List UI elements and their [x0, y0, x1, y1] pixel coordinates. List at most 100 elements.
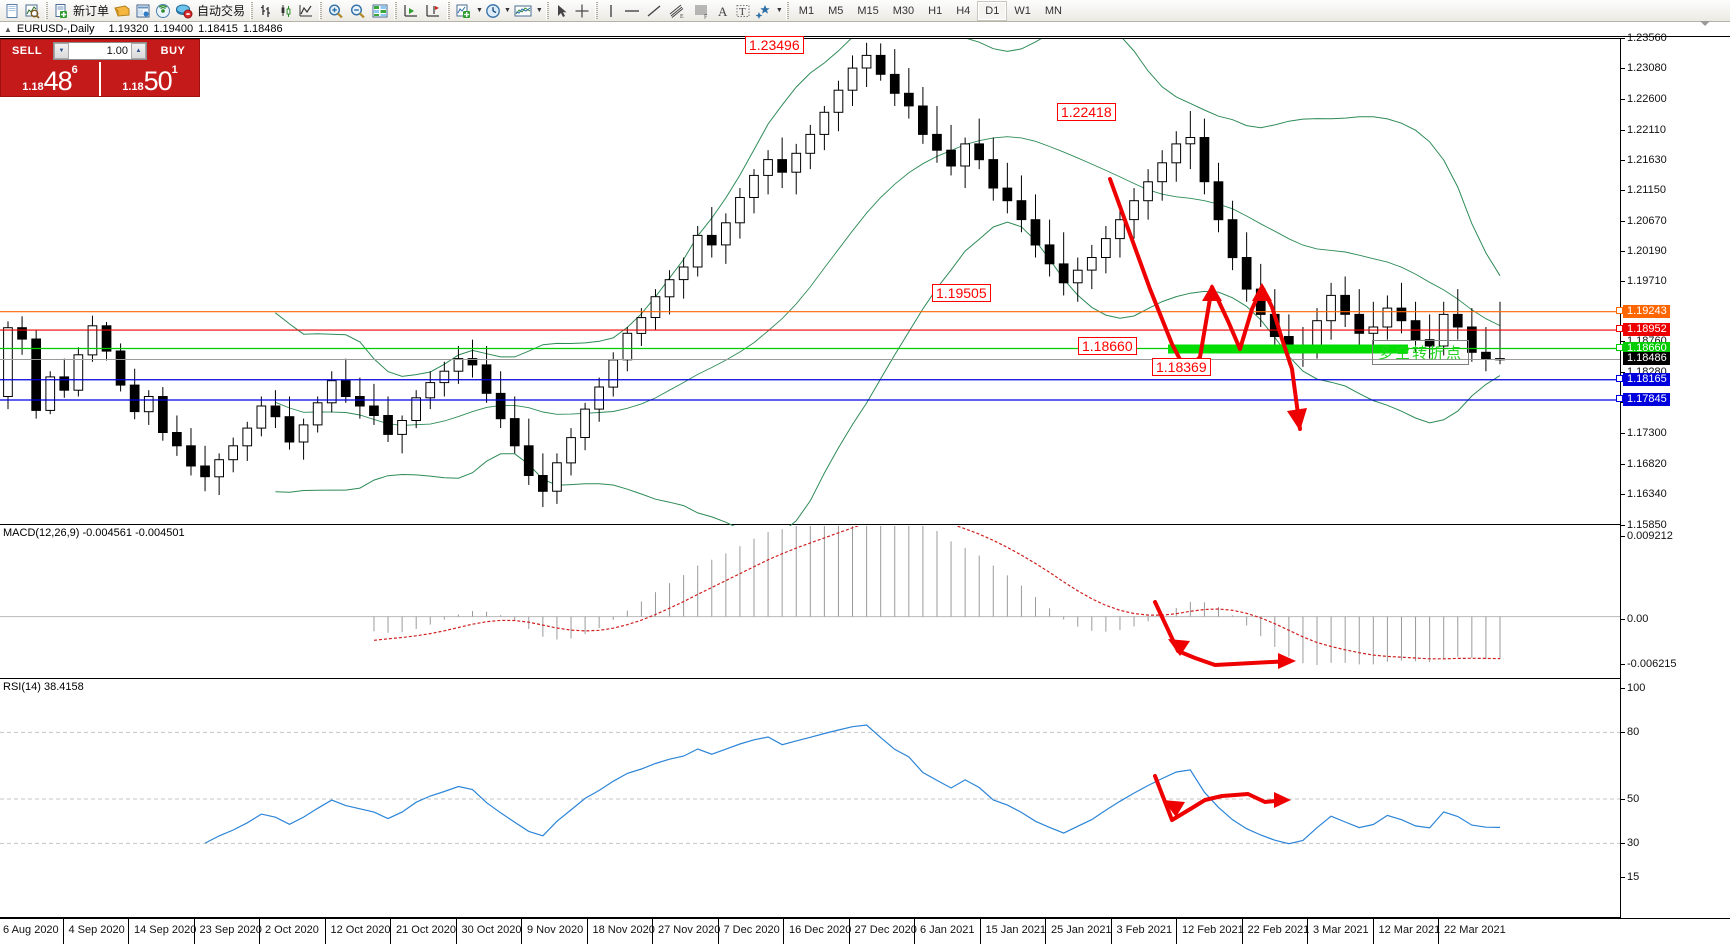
timeframe-h4[interactable]: H4: [956, 4, 971, 17]
timeframe-mn[interactable]: MN: [1044, 4, 1062, 17]
time-tick: 9 Nov 2020: [527, 924, 584, 936]
candle-body: [1101, 238, 1111, 259]
svg-text:T: T: [739, 6, 746, 18]
auto-trading-label[interactable]: 自动交易: [197, 4, 246, 18]
rsi-tick: 80: [1620, 726, 1640, 739]
level-drag-handle[interactable]: [1616, 374, 1623, 382]
candle-body: [1340, 294, 1351, 315]
candle-body: [608, 359, 619, 388]
shapes-icon[interactable]: [753, 1, 775, 21]
time-tick: 30 Oct 2020: [461, 924, 522, 936]
chevron-down-icon[interactable]: ▼: [503, 7, 511, 14]
candle-body: [692, 234, 703, 268]
templates-icon[interactable]: [511, 1, 535, 21]
text-icon[interactable]: A: [713, 1, 733, 21]
timeframe-m30[interactable]: M30: [892, 4, 915, 17]
timeframe-m15[interactable]: M15: [857, 4, 879, 17]
buy-price[interactable]: 1.18 50 1: [99, 62, 199, 96]
chevron-down-icon[interactable]: ▼: [535, 7, 543, 14]
buy-button[interactable]: BUY: [160, 45, 186, 57]
level-drag-handle[interactable]: [1616, 306, 1623, 314]
text-label-icon[interactable]: T: [733, 1, 753, 21]
volume-decrement-button[interactable]: ▼: [54, 43, 69, 59]
candle-body: [1255, 288, 1266, 315]
level-drag-handle[interactable]: [1616, 343, 1623, 351]
timeframe-d1[interactable]: D1: [977, 0, 1008, 21]
arrow-head: [1252, 283, 1272, 301]
magnify-chart-icon[interactable]: [22, 1, 42, 21]
rsi-chart-canvas: [0, 724, 1620, 845]
macd-pane[interactable]: MACD(12,26,9) -0.004561 -0.004501: [0, 526, 1620, 679]
candle-body: [889, 73, 900, 94]
level-drag-handle[interactable]: [1616, 394, 1623, 402]
price-level-badge[interactable]: 1.17845: [1616, 392, 1670, 406]
rsi-pane[interactable]: RSI(14) 38.4158: [0, 680, 1620, 918]
bar-chart-icon[interactable]: [256, 1, 276, 21]
price-level-badge[interactable]: 1.18486: [1623, 352, 1670, 366]
scroll-caret-icon[interactable]: [1700, 21, 1710, 26]
cursor-icon[interactable]: [552, 1, 572, 21]
trendline-icon[interactable]: [643, 1, 665, 21]
candle-body: [1241, 257, 1252, 290]
data-window-icon[interactable]: [369, 1, 391, 21]
new-order-label[interactable]: 新订单: [73, 4, 110, 18]
zoom-out-icon[interactable]: [347, 1, 369, 21]
collapse-icon[interactable]: ▲: [4, 24, 12, 34]
candle-body: [3, 327, 13, 398]
wallet-icon[interactable]: [111, 1, 133, 21]
horizontal-line-icon[interactable]: [621, 1, 643, 21]
time-axis[interactable]: 6 Aug 2020 4 Sep 2020 14 Sep 2020 23 Sep 20…: [0, 918, 1730, 944]
equidistant-channel-icon[interactable]: E: [665, 1, 689, 21]
timeframe-h1[interactable]: H1: [928, 4, 943, 17]
candle-body: [932, 133, 942, 151]
time-tick: 2 Oct 2020: [265, 924, 319, 936]
level-drag-handle[interactable]: [1616, 325, 1623, 333]
candle-body: [31, 338, 41, 411]
auto-scroll-icon[interactable]: [422, 1, 444, 21]
fibonacci-icon[interactable]: F: [689, 1, 713, 21]
timeframe-w1[interactable]: W1: [1014, 4, 1031, 17]
signal-icon[interactable]: [153, 1, 173, 21]
timeframe-m1[interactable]: M1: [798, 4, 815, 17]
zoom-in-icon[interactable]: [325, 1, 347, 21]
volume-increment-button[interactable]: ▲: [131, 43, 146, 59]
timeframe-m5[interactable]: M5: [828, 4, 844, 17]
document-icon[interactable]: [2, 1, 22, 21]
price-axis[interactable]: 1.23560 1.23080 1.22600 1.22110 1.21630 1.211…: [1616, 32, 1730, 918]
terminal-icon[interactable]: [133, 1, 153, 21]
sell-price[interactable]: 1.18 48 6: [1, 62, 99, 96]
volume-input[interactable]: 1.00: [106, 45, 128, 57]
candlestick-chart-icon[interactable]: [276, 1, 296, 21]
new-order-icon[interactable]: [51, 1, 71, 21]
sell-button[interactable]: SELL: [11, 45, 43, 57]
macd-tick: 0.00: [1620, 613, 1649, 625]
support-zone-band[interactable]: [1168, 344, 1408, 354]
line-chart-icon[interactable]: [296, 1, 316, 21]
bollinger-lower: [275, 221, 1501, 526]
price-level-badge[interactable]: 1.18660: [1616, 341, 1670, 355]
price-level-badge[interactable]: 1.19243: [1616, 304, 1670, 318]
one-click-trading-panel[interactable]: SELL ▼ 1.00 ▲ BUY 1.18 48 6 1.18 50 1: [0, 39, 200, 97]
crosshair-icon[interactable]: [572, 1, 592, 21]
price-level-badge[interactable]: 1.18165: [1616, 372, 1670, 386]
candle-body: [861, 54, 872, 69]
price-pane[interactable]: [0, 38, 1620, 526]
time-tick: 6 Jan 2021: [920, 924, 975, 936]
vertical-line-icon[interactable]: [601, 1, 621, 21]
price-level-badge[interactable]: 1.18952: [1616, 323, 1670, 337]
time-tick-separator: [783, 919, 784, 944]
candle-body: [1016, 200, 1027, 221]
chevron-down-icon[interactable]: ▼: [476, 7, 483, 14]
candle-body: [1467, 326, 1477, 353]
candle-body: [805, 133, 816, 154]
volume-stepper[interactable]: ▼ 1.00 ▲: [53, 42, 147, 60]
candle-body: [960, 143, 970, 167]
shift-end-icon[interactable]: [400, 1, 422, 21]
candle-body: [946, 149, 956, 167]
price-tick: 1.16340: [1621, 488, 1667, 501]
chevron-down-icon[interactable]: ▼: [775, 7, 783, 14]
indicators-icon[interactable]: [453, 1, 475, 21]
period-icon[interactable]: [483, 1, 503, 21]
candle-body: [1481, 351, 1491, 360]
auto-trading-icon[interactable]: [173, 1, 195, 21]
